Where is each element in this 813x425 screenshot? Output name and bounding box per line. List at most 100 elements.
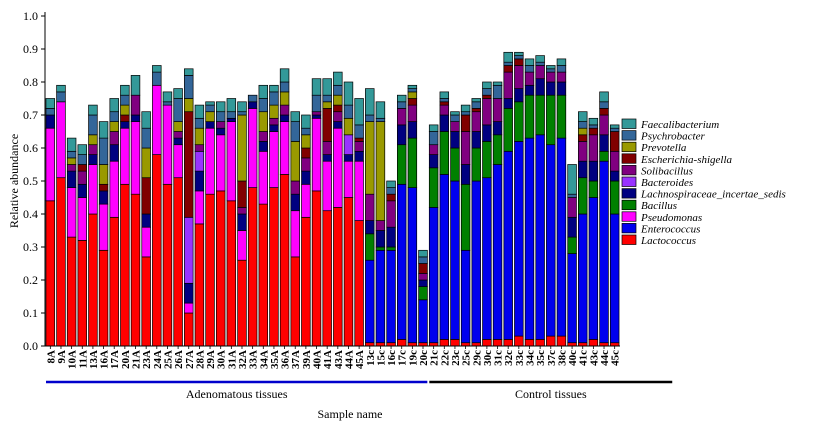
y-axis-label: Relative abundance: [7, 134, 21, 228]
bar-segment-prevotella-37a: [290, 141, 300, 182]
x-tick-label: 13A: [88, 350, 100, 369]
bar-segment-lachnospiraceae-incertae-sedis-16c: [386, 226, 396, 248]
x-tick-label: 37c: [546, 350, 558, 366]
legend-swatch-escherichia-shigella: [621, 153, 637, 164]
bar-segment-lactococcus-26a: [173, 177, 183, 347]
bar-segment-bacillus-29c: [471, 147, 481, 182]
bar-segment-lactococcus-30c: [482, 339, 492, 347]
x-tick-label: 21c: [429, 350, 441, 366]
bar-segment-prevotella-39a: [301, 134, 311, 149]
bar-segment-faecalibacterium-30a: [215, 101, 226, 113]
bar-segment-lachnospiraceae-incertae-sedis-30a: [215, 127, 226, 136]
bar-segment-lactococcus-41a: [322, 210, 332, 347]
bar-segment-escherichia-shigella-20c: [418, 263, 428, 274]
bar-segment-pseudomonas-45a: [354, 160, 364, 221]
bar-segment-lactococcus-23c: [450, 339, 460, 347]
x-tick-label: 40c: [567, 350, 579, 366]
bar-segment-solibacillus-15c: [375, 220, 386, 231]
bar-segment-solibacillus-23c: [450, 121, 460, 132]
bar-segment-bacillus-40c: [567, 236, 577, 254]
bar-segment-faecalibacterium-23c: [450, 111, 460, 116]
bar-segment-faecalibacterium-31c: [492, 81, 503, 86]
legend-swatch-pseudomonas: [621, 211, 637, 222]
bar-segment-faecalibacterium-41c: [578, 111, 588, 122]
x-tick-label: 29c: [471, 350, 483, 366]
bar-segment-escherichia-shigella-44c: [599, 108, 609, 116]
bar-segment-psychrobacter-21c: [428, 131, 439, 146]
bar-segment-lactococcus-11a: [77, 240, 87, 347]
bar-segment-escherichia-shigella-25c: [460, 114, 471, 132]
bar-segment-lactococcus-34a: [258, 203, 269, 347]
bar-segment-lactococcus-10a: [66, 236, 77, 347]
x-tick-label: 16c: [386, 350, 398, 366]
x-axis-label: Sample name: [318, 407, 383, 421]
bar-segment-bacillus-38c: [556, 94, 567, 139]
bar-segment-bacillus-30c: [482, 141, 492, 179]
bar-segment-psychrobacter-13c: [365, 114, 375, 122]
bar-segment-faecalibacterium-45a: [354, 98, 364, 126]
bar-segment-lachnospiraceae-incertae-sedis-40c: [567, 216, 577, 238]
bar-segment-prevotella-17a: [109, 121, 119, 132]
x-tick-label: 43c: [588, 350, 600, 366]
bar-segment-psychrobacter-45a: [354, 124, 364, 139]
bar-segment-solibacillus-44c: [599, 114, 609, 136]
bar-segment-faecalibacterium-20a: [120, 84, 130, 96]
bar-segment-lachnospiraceae-incertae-sedis-10a: [66, 170, 77, 188]
x-tick-label: 30c: [482, 350, 494, 366]
x-tick-label: 45A: [354, 350, 366, 369]
bar-segment-solibacillus-43a: [333, 111, 343, 122]
bar-segment-lactococcus-27a: [184, 312, 194, 347]
bar-segment-psychrobacter-41a: [322, 94, 332, 103]
bar-segment-escherichia-shigella-45c: [609, 131, 620, 152]
bar-segment-lachnospiraceae-incertae-sedis-20c: [418, 279, 428, 287]
legend-swatch-enterococcus: [621, 223, 637, 234]
bar-segment-enterococcus-23c: [450, 180, 460, 340]
x-tick-label: 24A: [152, 350, 164, 369]
bar-segment-escherichia-shigella-29c: [471, 108, 481, 113]
bar-segment-lachnospiraceae-incertae-sedis-43c: [588, 160, 599, 182]
bar-segment-faecalibacterium-35c: [535, 55, 545, 63]
bar-segment-solibacillus-32c: [503, 71, 513, 99]
bar-segment-enterococcus-37c: [546, 144, 556, 337]
bar-segment-pseudomonas-37a: [290, 210, 300, 258]
bar-segment-faecalibacterium-28a: [194, 104, 205, 119]
x-tick-label: 33c: [514, 350, 526, 366]
legend-label-bacteroides: Bacteroides: [641, 177, 693, 189]
bar-segment-pseudomonas-40a: [311, 117, 322, 192]
bar-segment-escherichia-shigella-30c: [482, 94, 492, 99]
x-tick-label: 38c: [556, 350, 568, 366]
bar-segment-prevotella-23a: [141, 147, 151, 179]
bar-segment-escherichia-shigella-32a: [237, 180, 247, 208]
bar-segment-psychrobacter-19c: [407, 88, 418, 93]
bar-segment-pseudomonas-39a: [301, 183, 311, 218]
bar-segment-psychrobacter-38c: [556, 65, 567, 73]
bar-segment-psychrobacter-10a: [66, 150, 77, 159]
bar-segment-lachnospiraceae-incertae-sedis-8a: [45, 114, 56, 129]
bar-segment-psychrobacter-30c: [482, 88, 492, 96]
bar-segment-psychrobacter-31c: [492, 84, 503, 99]
bar-segment-lactococcus-33c: [514, 335, 524, 347]
axes-layer: 0.0 0.1 0.2 0.3 0.4 0.5 0.6 0.7 0.8 0.9 1.0: [23, 9, 620, 353]
bar-segment-psychrobacter-30a: [215, 111, 226, 122]
bar-segment-lachnospiraceae-incertae-sedis-38c: [556, 81, 567, 96]
legend: FaecalibacteriumPsychrobacterPrevotellaE…: [621, 118, 786, 247]
x-tick-label: 32c: [503, 350, 515, 366]
x-tick-label: 35c: [535, 350, 547, 366]
x-tick-label: 29A: [205, 350, 217, 369]
bar-segment-faecalibacterium-38c: [556, 58, 567, 66]
bar-segment-lactococcus-9a: [56, 177, 66, 347]
bar-segment-lactococcus-40a: [311, 190, 322, 347]
bar-segment-faecalibacterium-31a: [226, 98, 237, 113]
bar-segment-prevotella-36a: [279, 91, 290, 106]
bar-segment-lachnospiraceae-incertae-sedis-45a: [354, 150, 364, 162]
bar-segment-solibacillus-37a: [290, 180, 300, 195]
bar-segment-lachnospiraceae-incertae-sedis-13c: [365, 220, 375, 235]
bar-segment-enterococcus-33c: [514, 141, 524, 337]
bar-segment-pseudomonas-31a: [226, 121, 237, 202]
bar-segment-faecalibacterium-21c: [428, 124, 439, 132]
bar-segment-lactococcus-36a: [279, 174, 290, 347]
bar-segment-solibacillus-26a: [173, 131, 183, 139]
group-label: Adenomatous tissues: [186, 387, 288, 401]
bar-segment-lachnospiraceae-incertae-sedis-17a: [109, 144, 119, 162]
bar-segment-solibacillus-19c: [407, 104, 418, 122]
